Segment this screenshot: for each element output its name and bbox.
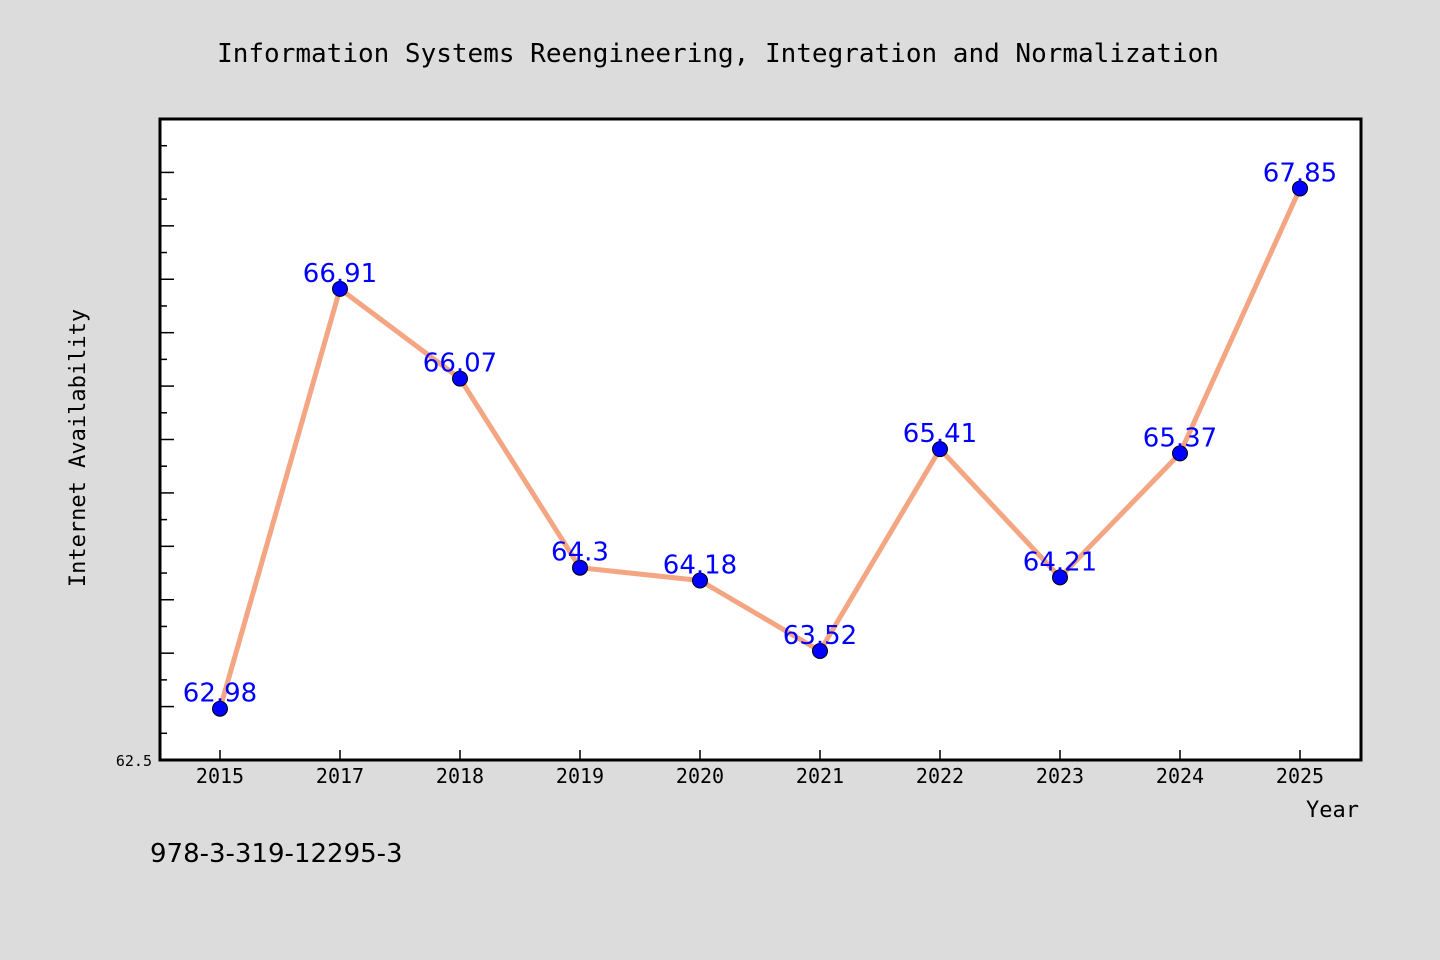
data-label: 65.37 [1143,423,1217,453]
series-line [217,185,1303,712]
x-tick-label: 2015 [196,764,244,788]
x-tick-label: 2018 [436,764,484,788]
y-axis-ticks [160,144,174,735]
x-tick-label: 2025 [1276,764,1324,788]
data-label: 63.52 [783,621,857,651]
x-tick-label: 2021 [796,764,844,788]
data-point [572,559,588,576]
x-tick-label: 2023 [1036,764,1084,788]
x-axis-label: Year [1306,798,1359,823]
data-point [1172,445,1188,462]
data-label: 64.21 [1023,547,1097,577]
data-label: 62.98 [183,679,257,709]
data-point [452,370,468,387]
footer-isbn: 978-3-319-12295-3 [150,839,403,869]
data-point [932,441,948,458]
data-point [212,700,228,717]
data-point [1292,180,1308,197]
chart-title: Information Systems Reengineering, Integ… [217,39,1219,69]
y-axis-min-label: 62.5 [116,752,152,770]
x-tick-label: 2024 [1156,764,1204,788]
x-tick-label: 2017 [316,764,364,788]
data-label: 65.41 [903,419,977,449]
x-tick-label: 2019 [556,764,604,788]
data-label: 66.91 [303,259,377,289]
plot-area [158,117,1363,762]
y-axis-label: Internet Availability [66,309,91,587]
data-point [1052,569,1068,586]
data-point [332,280,348,297]
data-label: 64.3 [551,538,609,568]
data-label: 67.85 [1263,158,1337,188]
x-axis-ticks: 2015 2017 2018 2019 2020 2021 2022 2023 2024 2025 [196,750,1324,788]
x-tick-label: 2022 [916,764,964,788]
x-tick-label: 2020 [676,764,724,788]
data-label: 64.18 [663,551,737,581]
series-layer: 62.98 66.91 66.07 64.3 64.18 63.52 65.41 64.21 6… [183,158,1337,717]
data-point [692,572,708,589]
data-point [812,643,828,660]
data-label: 66.07 [423,349,497,379]
